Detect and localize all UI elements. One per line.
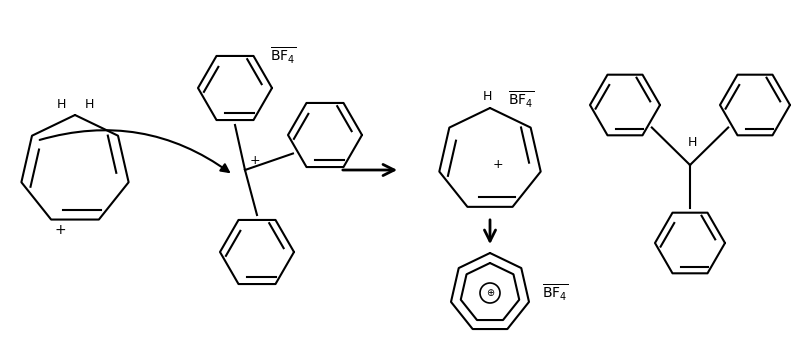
FancyArrowPatch shape	[40, 130, 229, 172]
Text: H: H	[687, 136, 697, 149]
Text: $\mathregular{\overline{BF_4}}$: $\mathregular{\overline{BF_4}}$	[508, 90, 534, 110]
Text: +: +	[250, 153, 260, 166]
Text: $\mathregular{\overline{BF_4}}$: $\mathregular{\overline{BF_4}}$	[270, 46, 296, 66]
Text: $\mathregular{\overline{BF_4}}$: $\mathregular{\overline{BF_4}}$	[542, 283, 568, 304]
Text: +: +	[493, 158, 503, 171]
Text: +: +	[54, 223, 66, 237]
Text: H: H	[56, 98, 66, 111]
Text: ⊕: ⊕	[486, 288, 494, 298]
Text: H: H	[482, 90, 492, 103]
Text: H: H	[84, 98, 94, 111]
